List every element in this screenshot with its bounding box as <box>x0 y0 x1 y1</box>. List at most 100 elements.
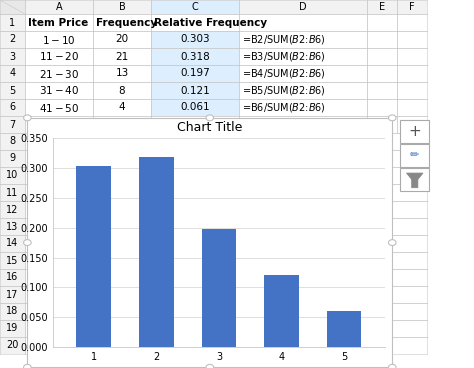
Circle shape <box>206 115 214 121</box>
Bar <box>0 14 25 31</box>
FancyBboxPatch shape <box>401 120 429 143</box>
Bar <box>151 0 239 14</box>
Bar <box>239 116 367 133</box>
Bar <box>93 48 151 65</box>
Bar <box>93 14 151 31</box>
Bar <box>0 31 25 48</box>
Bar <box>239 99 367 116</box>
Text: C: C <box>191 2 199 12</box>
Bar <box>397 31 427 48</box>
Bar <box>151 65 239 82</box>
Text: F: F <box>409 2 415 12</box>
Text: 9: 9 <box>9 153 16 163</box>
Bar <box>25 14 93 31</box>
Text: 18: 18 <box>6 307 18 316</box>
Bar <box>25 184 427 201</box>
Bar <box>0 150 25 167</box>
Text: B: B <box>118 2 126 12</box>
Bar <box>25 235 427 252</box>
Bar <box>397 116 427 133</box>
Text: 4: 4 <box>118 103 125 113</box>
Bar <box>0 99 25 116</box>
Bar <box>25 167 427 184</box>
Bar <box>0 133 25 150</box>
Bar <box>239 82 367 99</box>
Text: 20: 20 <box>6 340 18 350</box>
Bar <box>0 320 25 337</box>
Bar <box>93 0 151 14</box>
Circle shape <box>24 115 31 121</box>
Bar <box>25 201 427 218</box>
Text: 7: 7 <box>9 120 16 130</box>
Bar <box>239 65 367 82</box>
Text: 8: 8 <box>118 85 125 96</box>
Text: 0.121: 0.121 <box>180 85 210 96</box>
Bar <box>397 99 427 116</box>
Text: =B2/SUM($B$2:$B$6): =B2/SUM($B$2:$B$6) <box>242 33 326 46</box>
Bar <box>367 14 397 31</box>
Bar <box>76 166 111 347</box>
Text: 16: 16 <box>6 272 18 283</box>
Bar <box>151 116 239 133</box>
Bar <box>25 0 93 14</box>
Circle shape <box>389 240 396 245</box>
Circle shape <box>206 364 214 368</box>
Circle shape <box>389 364 396 368</box>
Bar <box>0 235 25 252</box>
Bar <box>151 82 239 99</box>
Bar <box>25 133 427 150</box>
Bar <box>151 48 239 65</box>
Text: 12: 12 <box>6 205 18 215</box>
Bar <box>93 82 151 99</box>
Text: 0.197: 0.197 <box>180 68 210 78</box>
Bar <box>151 14 239 31</box>
Text: 20: 20 <box>116 35 128 45</box>
Bar <box>264 275 299 347</box>
Bar <box>367 48 397 65</box>
Bar <box>0 218 25 235</box>
Bar <box>93 65 151 82</box>
Text: 6: 6 <box>9 103 16 113</box>
Text: 21: 21 <box>115 52 128 61</box>
Text: $11 - $20: $11 - $20 <box>39 50 79 63</box>
Bar <box>25 82 93 99</box>
Text: =B4/SUM($B$2:$B$6): =B4/SUM($B$2:$B$6) <box>242 67 326 80</box>
Text: Relative Frequency: Relative Frequency <box>154 18 267 28</box>
Text: D: D <box>299 2 307 12</box>
Text: 19: 19 <box>6 323 18 333</box>
Text: 11: 11 <box>6 188 18 198</box>
Bar <box>25 320 427 337</box>
Text: A: A <box>55 2 62 12</box>
Bar <box>0 201 25 218</box>
Bar <box>367 31 397 48</box>
Text: 14: 14 <box>6 238 18 248</box>
Text: =B3/SUM($B$2:$B$6): =B3/SUM($B$2:$B$6) <box>242 50 326 63</box>
Bar <box>25 31 93 48</box>
Circle shape <box>24 364 31 368</box>
Bar <box>0 337 25 354</box>
Bar <box>93 31 151 48</box>
Bar <box>25 269 427 286</box>
Bar <box>25 150 427 167</box>
Bar <box>397 82 427 99</box>
Text: 15: 15 <box>6 255 18 265</box>
Bar <box>0 167 25 184</box>
Polygon shape <box>407 173 423 188</box>
Bar <box>0 0 25 14</box>
Bar <box>0 303 25 320</box>
Text: 3: 3 <box>9 52 16 61</box>
Text: $1 - $10: $1 - $10 <box>42 33 76 46</box>
Text: 13: 13 <box>6 222 18 231</box>
Bar <box>239 31 367 48</box>
Bar <box>25 65 93 82</box>
FancyBboxPatch shape <box>401 144 429 167</box>
Bar <box>25 286 427 303</box>
Text: 0.061: 0.061 <box>180 103 210 113</box>
Bar <box>367 99 397 116</box>
Bar <box>25 252 427 269</box>
Text: 1: 1 <box>9 18 16 28</box>
Text: 4: 4 <box>9 68 16 78</box>
Bar <box>0 116 25 133</box>
Text: 0.303: 0.303 <box>180 35 210 45</box>
Text: +: + <box>409 124 421 139</box>
